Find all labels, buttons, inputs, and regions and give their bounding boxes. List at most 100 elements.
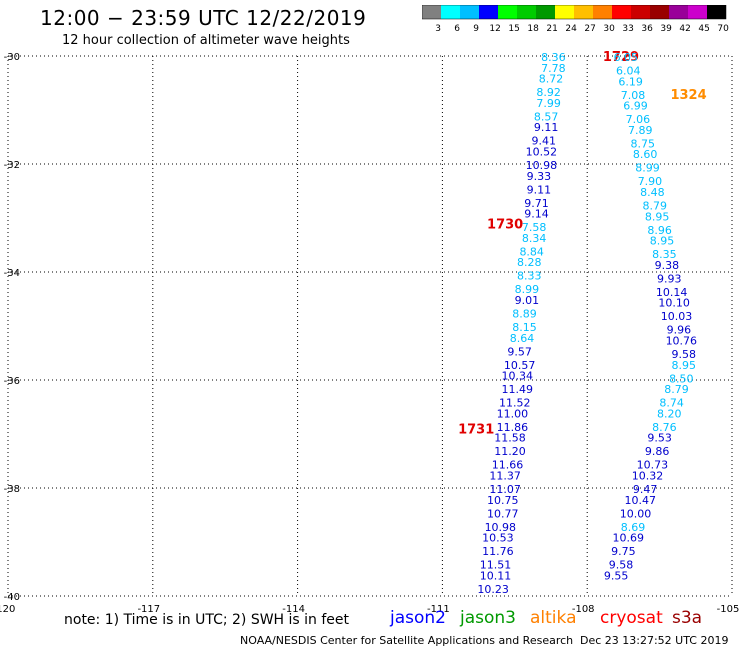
swh-value: 7.78 (541, 62, 566, 75)
legend-swatch (441, 5, 460, 19)
swh-value: 8.84 (519, 245, 544, 258)
swh-value: 11.37 (489, 470, 521, 483)
legend-tick-label: 39 (660, 24, 672, 34)
swh-value: 6.05 (614, 51, 639, 64)
track-1729: 8.367.788.728.927.998.579.119.4110.5210.… (458, 50, 639, 596)
swh-value: 10.23 (477, 583, 509, 596)
swh-value: 10.34 (501, 370, 533, 383)
swh-value: 10.77 (487, 507, 519, 520)
timestamp: Dec 23 13:27:52 UTC 2019 (580, 634, 729, 647)
swh-value: 8.99 (635, 162, 660, 175)
swh-value: 9.57 (507, 345, 532, 358)
x-tick-label: -108 (572, 604, 595, 615)
swh-value: 10.32 (632, 470, 664, 483)
swh-value: 10.57 (504, 359, 536, 372)
swh-value: 9.71 (524, 197, 549, 210)
legend-tick-label: 6 (454, 24, 460, 34)
swh-value: 8.35 (652, 248, 677, 261)
legend-tick-label: 36 (641, 24, 653, 34)
swh-value: 9.96 (667, 324, 692, 337)
legend-swatch (669, 5, 688, 19)
pass-time-label: 1324 (670, 88, 706, 103)
x-tick-label: -120 (0, 604, 15, 615)
units-note: note: 1) Time is in UTC; 2) SWH is in fe… (64, 612, 350, 628)
swh-value: 10.69 (612, 532, 644, 545)
legend-swatch (650, 5, 669, 19)
legend-swatch (479, 5, 498, 19)
y-tick-label: -36 (4, 376, 20, 387)
grid (7, 55, 733, 597)
swh-value: 9.11 (527, 183, 552, 196)
swh-value: 8.92 (536, 86, 561, 99)
swh-value: 10.47 (625, 494, 657, 507)
swh-value: 10.03 (661, 310, 693, 323)
swh-value: 9.93 (657, 272, 682, 285)
swh-value: 8.95 (650, 235, 675, 248)
legend-tick-label: 12 (489, 24, 500, 34)
swh-value: 11.66 (492, 459, 524, 472)
swh-value: 8.79 (643, 200, 668, 213)
legend-tick-label: 45 (698, 24, 709, 34)
swh-value: 8.33 (517, 270, 542, 283)
legend-swatch (574, 5, 593, 19)
legend-tick-label: 70 (717, 24, 729, 34)
swh-value: 11.20 (494, 445, 526, 458)
swh-value: 8.74 (659, 397, 684, 410)
swh-value: 8.60 (633, 148, 658, 161)
swh-value: 9.11 (534, 121, 559, 134)
swh-value: 10.52 (526, 146, 558, 159)
legend-swatch (517, 5, 536, 19)
swh-value: 8.99 (515, 283, 540, 296)
legend-swatch (631, 5, 650, 19)
legend-tick-label: 21 (546, 24, 557, 34)
swh-value: 10.73 (637, 459, 669, 472)
y-tick-label: -38 (4, 484, 20, 495)
credit-line: NOAA/NESDIS Center for Satellite Applica… (240, 634, 574, 647)
swh-value: 7.89 (628, 124, 653, 137)
satellite-label-altika: altika (530, 608, 577, 628)
swh-value: 10.98 (526, 159, 558, 172)
swh-value: 10.00 (620, 507, 652, 520)
legend-tick-label: 24 (565, 24, 577, 34)
swh-value: 10.10 (658, 297, 690, 310)
swh-value: 8.50 (669, 372, 694, 385)
swh-value: 9.47 (633, 483, 658, 496)
swh-value: 9.58 (609, 559, 634, 572)
swh-value: 6.04 (616, 65, 641, 78)
legend-tick-label: 18 (527, 24, 539, 34)
pass-time-label: 1729 (603, 50, 639, 65)
satellite-label-jason2: jason2 (390, 608, 446, 628)
swh-value: 8.95 (645, 210, 670, 223)
legend-swatch (707, 5, 726, 19)
x-tick-label: -117 (137, 604, 160, 615)
data-points: 8.367.788.728.927.998.579.119.4110.5210.… (458, 50, 707, 596)
legend-swatch (498, 5, 517, 19)
legend-swatch (593, 5, 612, 19)
swh-value: 11.49 (501, 383, 533, 396)
y-tick-label: -34 (4, 268, 20, 279)
swh-value: 8.72 (539, 73, 564, 86)
legend-tick-label: 9 (473, 24, 479, 34)
legend-swatch (536, 5, 555, 19)
swh-value: 8.69 (621, 521, 646, 534)
legend-tick-label: 30 (603, 24, 615, 34)
swh-value: 10.11 (480, 569, 512, 582)
swh-value: 7.58 (522, 221, 547, 234)
legend-swatch (422, 5, 441, 19)
swh-value: 6.19 (618, 75, 643, 88)
swh-value: 9.53 (647, 432, 672, 445)
chart-subtitle: 12 hour collection of altimeter wave hei… (62, 33, 350, 48)
swh-value: 8.57 (534, 110, 559, 123)
swh-value: 11.76 (482, 545, 514, 558)
swh-value: 8.28 (517, 256, 542, 269)
swh-value: 9.38 (655, 259, 680, 272)
legend-swatch (612, 5, 631, 19)
swh-value: 8.75 (630, 137, 655, 150)
swh-value: 7.06 (626, 113, 651, 126)
swh-value: 8.76 (652, 421, 677, 434)
y-tick-label: -40 (4, 592, 20, 603)
pass-time-label: 1730 (487, 217, 523, 232)
swh-value: 11.86 (497, 421, 529, 434)
